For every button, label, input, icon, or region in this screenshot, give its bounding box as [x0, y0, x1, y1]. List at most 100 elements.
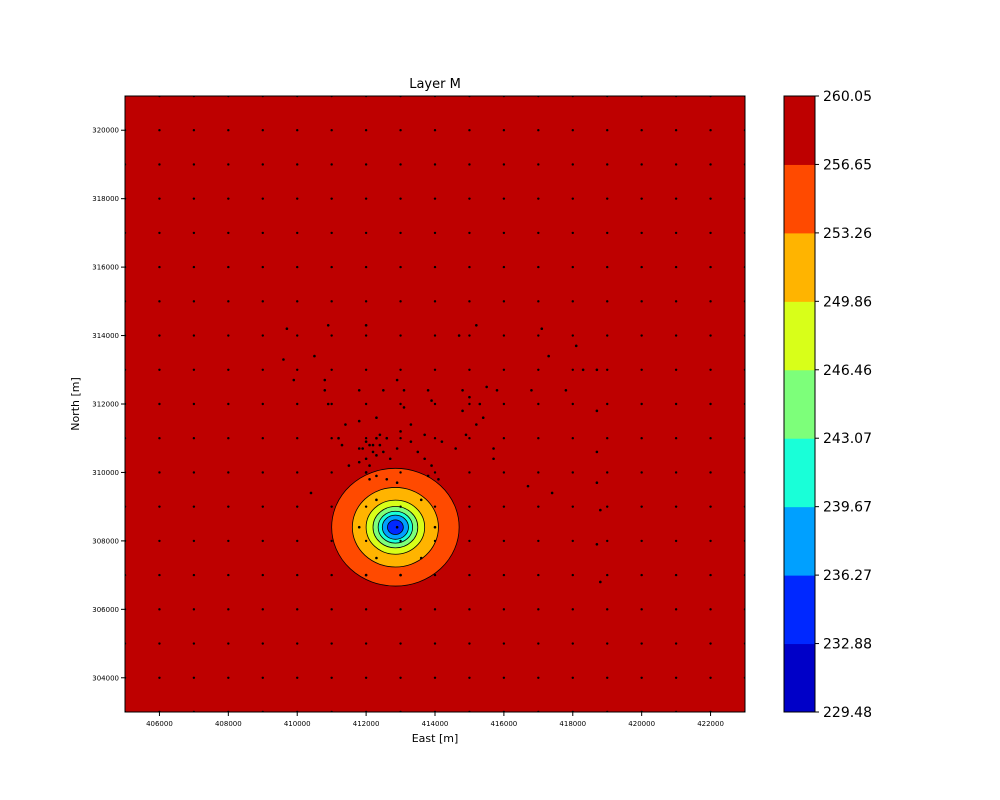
sample-point [564, 389, 568, 392]
grid-point [571, 676, 574, 679]
sample-point [426, 389, 430, 392]
sample-point [409, 423, 413, 426]
grid-point [330, 471, 333, 474]
grid-point [158, 505, 161, 508]
grid-point [261, 231, 264, 235]
grid-point [158, 608, 161, 611]
colorbar-label: 253.26 [823, 226, 872, 242]
grid-point [674, 471, 678, 474]
grid-point [399, 300, 402, 303]
sample-point [423, 457, 426, 461]
sample-point [368, 464, 371, 467]
grid-point [399, 334, 402, 337]
grid-point [364, 231, 368, 235]
grid-point [399, 676, 402, 679]
sample-point [364, 573, 368, 577]
grid-point [192, 197, 196, 200]
sample-point [402, 389, 406, 392]
grid-point [158, 642, 161, 645]
grid-point [640, 539, 643, 543]
grid-point [674, 539, 678, 543]
grid-point [227, 505, 230, 508]
grid-point [674, 676, 678, 679]
grid-point [364, 608, 368, 611]
colorbar-band [784, 438, 815, 508]
colorbar-label: 260.05 [823, 89, 872, 105]
grid-point [261, 437, 264, 440]
sample-point [285, 327, 289, 331]
grid-point [296, 163, 299, 166]
grid-point [433, 471, 437, 474]
grid-point [640, 265, 643, 269]
sample-point [595, 543, 599, 546]
grid-point [571, 231, 574, 235]
grid-point [502, 608, 506, 611]
sample-point [485, 385, 488, 389]
colorbar-label: 229.48 [823, 705, 872, 721]
sample-point [357, 460, 361, 464]
sample-point [457, 334, 461, 337]
grid-point [537, 197, 540, 200]
grid-point [227, 300, 230, 303]
grid-point [468, 642, 471, 645]
sample-point [395, 481, 399, 485]
grid-point [606, 368, 609, 371]
grid-point [640, 642, 643, 645]
grid-point [674, 197, 678, 200]
sample-point [461, 409, 464, 413]
grid-point [261, 129, 264, 132]
grid-point [296, 402, 299, 406]
grid-point [674, 300, 678, 303]
grid-point [261, 163, 264, 166]
grid-point [606, 334, 609, 337]
grid-point [537, 334, 540, 337]
grid-point [537, 608, 540, 611]
grid-point [158, 539, 161, 543]
grid-point [571, 197, 574, 200]
sample-point [475, 323, 478, 327]
sample-point [375, 474, 378, 478]
grid-point [399, 437, 402, 440]
grid-point [468, 505, 471, 508]
colorbar-band [784, 164, 815, 234]
grid-point [227, 231, 230, 235]
colorbar-band [784, 232, 815, 302]
grid-point [571, 573, 574, 577]
grid-point [674, 368, 678, 371]
grid-point [158, 368, 161, 371]
x-axis-label: East [m] [412, 732, 459, 745]
colorbar-band [784, 506, 815, 576]
grid-point [364, 368, 368, 371]
grid-point [709, 642, 712, 645]
sample-point [378, 433, 382, 437]
sample-point [440, 440, 444, 443]
grid-point [640, 573, 643, 577]
grid-point [468, 471, 471, 474]
sample-point [437, 477, 440, 481]
grid-point [571, 265, 574, 269]
x-tick-label: 412000 [353, 720, 380, 728]
grid-point [468, 265, 471, 269]
y-axis-ticks: 304000 306000 308000 310000 312000 314000 3160… [92, 127, 125, 682]
grid-point [674, 129, 678, 132]
grid-point [192, 334, 196, 337]
grid-point [640, 231, 643, 235]
grid-point [674, 505, 678, 508]
grid-point [364, 197, 368, 200]
grid-point [399, 505, 402, 508]
sample-point [368, 443, 371, 447]
grid-point [674, 573, 678, 577]
sample-point [375, 416, 378, 419]
grid-point [330, 334, 333, 337]
sample-point [409, 440, 413, 443]
colorbar-band [784, 301, 815, 371]
grid-point [364, 642, 368, 645]
sample-point [574, 344, 578, 348]
grid-point [330, 505, 333, 508]
y-tick-label: 308000 [92, 537, 119, 545]
sample-point [468, 395, 471, 399]
x-tick-label: 416000 [491, 720, 518, 728]
grid-point [640, 471, 643, 474]
grid-point [433, 368, 437, 371]
sample-point [430, 399, 433, 402]
